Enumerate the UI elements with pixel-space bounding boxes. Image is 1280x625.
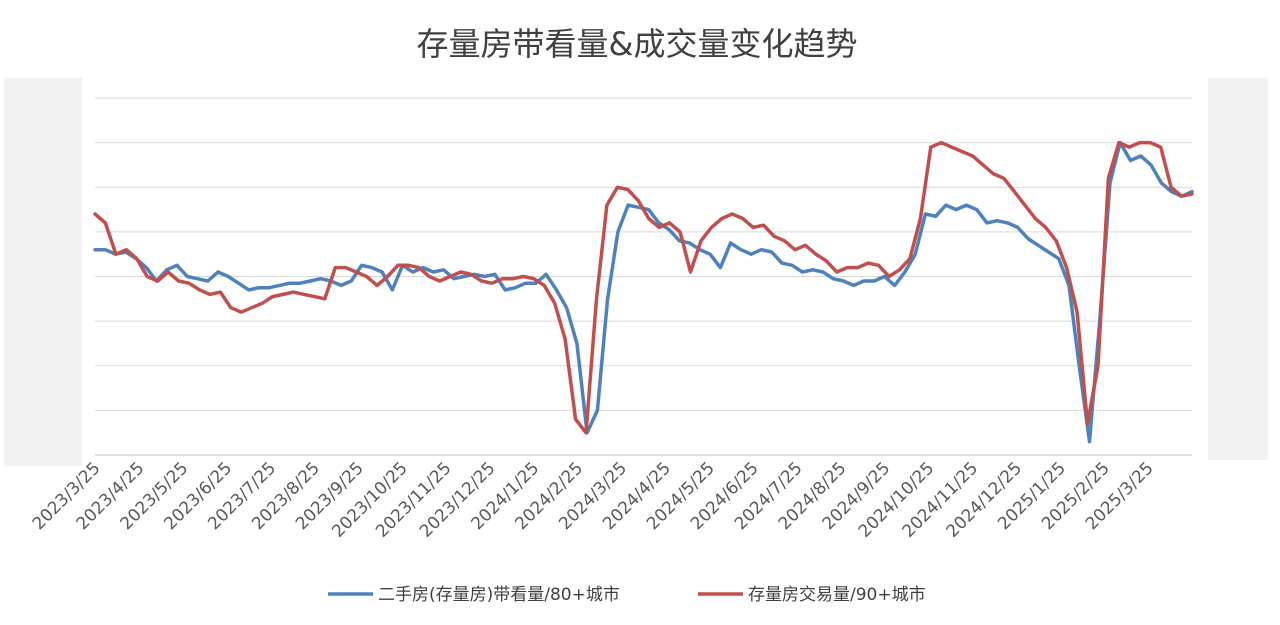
legend: 二手房(存量房)带看量/80+城市 存量房交易量/90+城市: [328, 585, 926, 605]
left-axis-redacted: [4, 78, 82, 466]
legend-label-2: 存量房交易量/90+城市: [748, 585, 926, 605]
grid-lines: [95, 97, 1192, 456]
right-axis-redacted: [1208, 78, 1268, 460]
series-lines: [93, 140, 1194, 444]
x-axis: 2023/3/252023/4/252023/5/252023/6/252023…: [29, 458, 1158, 541]
legend-label-1: 二手房(存量房)带看量/80+城市: [378, 585, 620, 605]
series-line-2: [93, 140, 1194, 435]
chart-title: 存量房带看量&成交量变化趋势: [417, 25, 858, 63]
